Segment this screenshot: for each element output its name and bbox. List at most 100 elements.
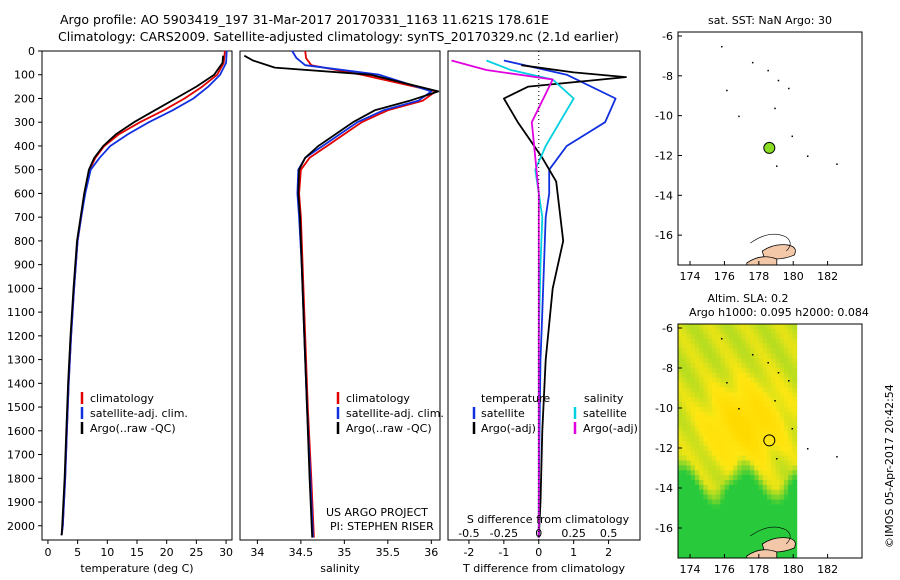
sla-cell	[728, 324, 734, 330]
sla-cell	[686, 367, 692, 374]
sla-cell	[678, 445, 683, 452]
sla-cell	[733, 475, 738, 481]
sla-cell	[703, 445, 709, 452]
island-viti-levu	[746, 549, 778, 558]
sla-cell	[754, 538, 760, 544]
sla-cell	[699, 553, 704, 558]
sla-cell	[767, 382, 772, 388]
sla-cell	[767, 450, 772, 457]
sla-cell	[703, 460, 709, 466]
sla-cell	[779, 397, 785, 403]
sla-cell	[775, 445, 781, 452]
sla-cell	[699, 426, 704, 432]
sla-cell	[695, 411, 700, 418]
sla-cell	[733, 324, 738, 330]
sla-cell	[745, 406, 751, 413]
sla-cell	[737, 328, 743, 335]
sla-cell	[779, 523, 785, 530]
sla-cell	[754, 504, 760, 510]
sla-cell	[678, 367, 683, 374]
sla-cell	[682, 538, 687, 544]
sla-cell	[733, 528, 738, 535]
sla-cell	[788, 480, 793, 486]
sla-cell	[711, 382, 717, 388]
sla-cell	[788, 528, 793, 535]
sla-cell	[783, 343, 789, 349]
sla-cell	[707, 402, 713, 408]
sla-cell	[695, 416, 700, 423]
sla-cell	[788, 382, 793, 388]
sla-cell	[711, 460, 717, 466]
sla-cell	[745, 328, 751, 335]
sla-cell	[711, 489, 717, 496]
s-tick-label: 0	[535, 527, 542, 540]
series-line-climatology	[60, 50, 226, 536]
sla-cell	[737, 465, 743, 471]
sla-cell	[750, 484, 755, 491]
sla-cell	[686, 421, 692, 427]
sla-cell	[678, 470, 683, 476]
sla-cell	[728, 328, 734, 335]
sla-cell	[758, 416, 764, 423]
sla-cell	[703, 338, 709, 345]
sla-cell	[733, 484, 738, 491]
sla-cell	[758, 514, 764, 520]
sla-cell	[724, 519, 730, 525]
sla-cell	[711, 445, 717, 452]
sla-cell	[733, 445, 738, 452]
sla-cell	[720, 441, 726, 447]
sla-cell	[788, 416, 793, 423]
sla-cell	[745, 489, 751, 496]
sla-cell	[678, 372, 683, 379]
sla-cell	[741, 489, 747, 496]
sla-cell	[767, 528, 772, 535]
sla-cell	[724, 363, 730, 369]
sla-cell	[686, 523, 692, 530]
sla-cell	[703, 499, 709, 505]
sla-cell	[779, 431, 785, 437]
sla-cell	[788, 406, 793, 413]
sla-cell	[741, 426, 747, 432]
sla-cell	[690, 499, 696, 505]
sla-cell	[779, 406, 785, 413]
sla-cell	[737, 548, 743, 554]
sla-cell	[775, 367, 781, 374]
sla-cell	[792, 402, 798, 408]
sla-cell	[771, 348, 776, 354]
sla-cell	[678, 411, 683, 418]
sla-cell	[741, 538, 747, 544]
sla-cell	[733, 523, 738, 530]
sla-cell	[758, 523, 764, 530]
sla-cell	[695, 392, 700, 398]
sla-cell	[720, 460, 726, 466]
sla-cell	[750, 377, 755, 384]
sla-cell	[771, 475, 776, 481]
sla-cell	[788, 348, 793, 354]
sla-cell	[767, 358, 772, 364]
sla-cell	[716, 343, 721, 349]
sla-cell	[783, 328, 789, 335]
sla-cell	[733, 338, 738, 345]
sla-cell	[758, 445, 764, 452]
sla-cell	[792, 367, 798, 374]
sla-cell	[775, 426, 781, 432]
sla-cell	[678, 348, 683, 354]
sla-cell	[703, 548, 709, 554]
sla-cell	[750, 441, 755, 447]
reef-dot	[774, 107, 776, 110]
sla-cell	[775, 523, 781, 530]
sla-cell	[695, 421, 700, 427]
sla-cell	[711, 328, 717, 335]
sla-cell	[720, 450, 726, 457]
sla-cell	[737, 353, 743, 359]
sla-cell	[724, 328, 730, 335]
sla-cell	[745, 450, 751, 457]
sla-cell	[754, 348, 760, 354]
sla-cell	[788, 421, 793, 427]
sla-cell	[767, 402, 772, 408]
sla-cell	[762, 377, 768, 384]
sst-map-title: sat. SST: NaN Argo: 30	[708, 14, 832, 27]
sla-cell	[699, 333, 704, 340]
reef-dot	[788, 87, 790, 90]
sla-cell	[762, 455, 768, 462]
